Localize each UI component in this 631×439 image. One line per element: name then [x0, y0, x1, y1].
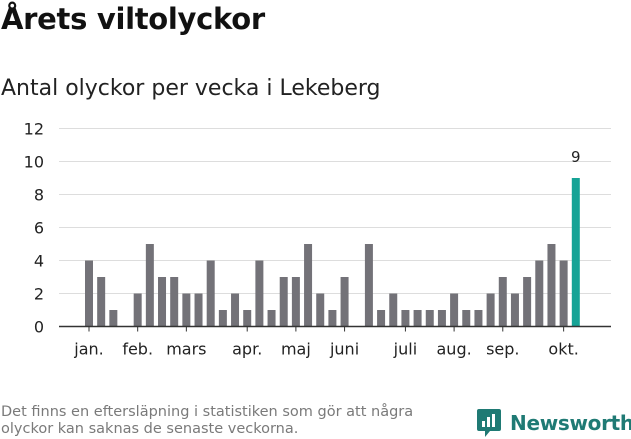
bar	[425, 310, 434, 327]
x-tick-label: okt.	[548, 340, 578, 359]
x-tick-label: apr.	[232, 340, 262, 359]
bar	[474, 310, 483, 327]
x-tick-label: jan.	[73, 340, 103, 359]
bar	[401, 310, 410, 327]
bar	[158, 277, 167, 327]
bar	[364, 244, 373, 327]
bar	[218, 310, 227, 327]
bar	[231, 293, 240, 327]
y-tick-label: 2	[34, 285, 44, 304]
bar	[267, 310, 276, 327]
x-tick-label: sep.	[486, 340, 519, 359]
x-tick-label: maj	[281, 340, 311, 359]
bar	[85, 260, 93, 327]
bar	[206, 260, 215, 327]
bar	[535, 260, 544, 327]
bar	[316, 293, 325, 327]
bar	[437, 310, 446, 327]
chart-subtitle: Antal olyckor per vecka i Lekeberg	[1, 76, 381, 101]
bar	[450, 293, 459, 327]
bar	[498, 277, 507, 327]
bar	[328, 310, 337, 327]
highlight-bar	[571, 178, 580, 327]
y-tick-label: 4	[34, 252, 44, 271]
data-label: 9	[571, 148, 581, 166]
bar	[523, 277, 532, 327]
bar	[255, 260, 264, 327]
x-tick-label: mars	[166, 340, 206, 359]
bar	[413, 310, 422, 327]
bar	[559, 260, 568, 327]
bar	[547, 244, 556, 327]
x-tick-label: juni	[329, 340, 359, 359]
bar	[279, 277, 288, 327]
x-tick-label: feb.	[122, 340, 153, 359]
newsworthy-logo-text: Newsworthy	[510, 411, 631, 435]
bar	[462, 310, 471, 327]
bar	[97, 277, 106, 327]
bar	[145, 244, 154, 327]
bar-chart: 0 2 4 6 8 10 12 jan. feb. mars apr. maj juni juli aug.…	[24, 120, 611, 359]
bar	[133, 293, 142, 327]
bar	[340, 277, 349, 327]
footnote: Det finns en eftersläpning i statistiken…	[1, 404, 414, 437]
x-tick-label: aug.	[437, 340, 472, 359]
y-tick-label: 0	[34, 318, 44, 337]
y-tick-label: 8	[34, 186, 44, 205]
y-tick-label: 12	[24, 120, 44, 139]
bar	[243, 310, 252, 327]
bar	[510, 293, 519, 327]
bar	[109, 310, 118, 327]
bar	[170, 277, 179, 327]
y-tick-label: 10	[24, 153, 44, 172]
bar	[304, 244, 313, 327]
bar	[486, 293, 495, 327]
bar	[291, 277, 300, 327]
bar	[182, 293, 191, 327]
bar	[194, 293, 203, 327]
y-tick-label: 6	[34, 219, 44, 238]
x-tick-label: juli	[393, 340, 417, 359]
newsworthy-logo[interactable]: Newsworthy	[476, 408, 631, 438]
newsworthy-logo-icon	[477, 409, 501, 437]
page-title: Årets viltolyckor	[1, 2, 265, 36]
bar	[377, 310, 386, 327]
bar	[389, 293, 398, 327]
